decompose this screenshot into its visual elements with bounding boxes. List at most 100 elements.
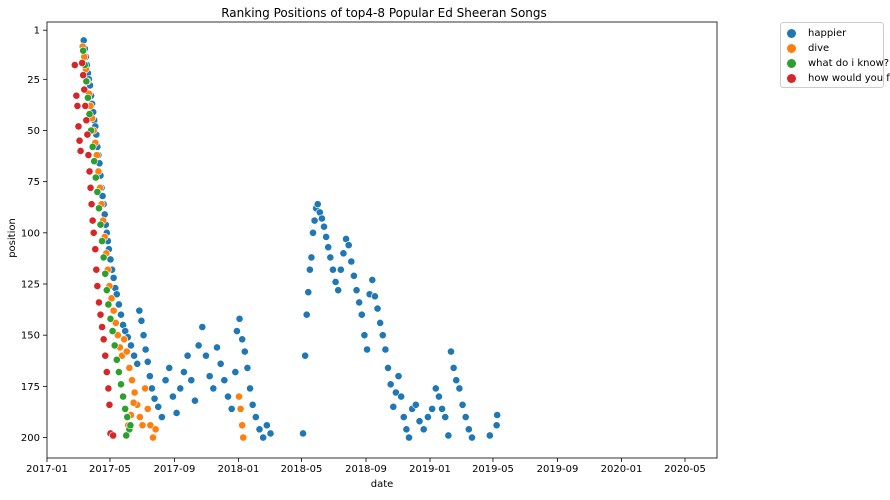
point-happier: [363, 345, 371, 354]
point-what-do-i-know: [79, 46, 88, 55]
point-happier: [441, 413, 450, 421]
point-happier: [240, 347, 249, 356]
y-tick-label: 100: [21, 228, 40, 239]
point-what-do-i-know: [106, 314, 115, 323]
point-happier: [191, 396, 199, 405]
point-dive: [113, 331, 122, 340]
point-happier: [411, 400, 420, 409]
legend-marker-how-would-you-feel: [787, 74, 796, 83]
point-what-do-i-know: [101, 269, 110, 278]
point-how-would-you-feel: [91, 245, 100, 254]
legend-label-how-would-you-feel: how would you feel: [808, 73, 890, 84]
point-happier: [378, 331, 387, 340]
point-dive: [149, 433, 157, 442]
point-happier: [194, 341, 203, 350]
point-happier: [165, 364, 174, 372]
point-happier: [307, 253, 316, 262]
legend-label-happier: happier: [808, 28, 847, 39]
point-happier: [455, 384, 464, 393]
point-dive: [238, 421, 247, 430]
point-happier: [381, 345, 390, 354]
point-happier: [334, 286, 343, 295]
point-happier: [397, 392, 406, 401]
point-happier: [428, 404, 437, 413]
point-how-would-you-feel: [99, 335, 108, 344]
point-what-do-i-know: [99, 253, 108, 262]
point-dive: [239, 433, 248, 442]
point-happier: [224, 392, 232, 401]
point-how-would-you-feel: [81, 102, 90, 110]
point-happier: [438, 404, 446, 413]
point-happier: [386, 380, 395, 389]
point-happier: [112, 290, 121, 299]
data-points: [70, 36, 502, 442]
point-happier: [255, 425, 264, 434]
x-tick-label: 2018-05: [281, 464, 323, 475]
point-dive: [143, 404, 152, 413]
point-happier: [368, 276, 377, 284]
point-happier: [324, 243, 333, 252]
point-happier: [310, 216, 319, 225]
point-what-do-i-know: [95, 204, 103, 213]
point-dive: [135, 413, 144, 421]
point-what-do-i-know: [84, 93, 92, 102]
point-happier: [227, 404, 236, 413]
point-happier: [117, 310, 125, 319]
legend-marker-dive: [787, 44, 796, 53]
x-tick-label: 2018-09: [345, 464, 387, 475]
legend-item-dive: dive: [787, 41, 877, 56]
point-happier: [150, 394, 159, 403]
point-happier: [344, 241, 353, 250]
point-dive: [122, 347, 131, 356]
point-happier: [202, 351, 210, 360]
point-dive: [109, 306, 118, 315]
y-tick-label: 200: [21, 433, 40, 444]
point-happier: [238, 335, 247, 344]
point-happier: [187, 376, 196, 385]
point-happier: [318, 214, 326, 223]
point-how-would-you-feel: [72, 91, 81, 100]
point-what-do-i-know: [98, 237, 106, 245]
point-how-would-you-feel: [95, 298, 103, 307]
y-tick-label: 175: [21, 382, 40, 393]
point-dive: [129, 398, 138, 407]
point-happier: [259, 433, 268, 442]
point-happier: [336, 265, 345, 274]
point-happier: [304, 288, 313, 297]
point-how-would-you-feel: [83, 130, 92, 139]
legend-item-what-do-i-know: what do i know?: [787, 56, 889, 71]
point-happier: [301, 351, 310, 360]
point-happier: [402, 425, 411, 434]
x-tick-label: 2019-01: [409, 464, 451, 475]
point-happier: [313, 200, 322, 209]
point-happier: [461, 413, 470, 421]
point-happier: [326, 253, 335, 262]
point-happier: [183, 351, 192, 360]
point-happier: [169, 392, 177, 401]
point-what-do-i-know: [104, 300, 113, 309]
y-tick-label: 125: [21, 280, 40, 291]
point-what-do-i-know: [85, 110, 94, 119]
point-happier: [139, 331, 148, 340]
point-how-would-you-feel: [89, 228, 98, 237]
point-what-do-i-know: [90, 157, 99, 166]
point-happier: [405, 433, 413, 442]
point-happier: [98, 192, 107, 200]
point-happier: [431, 384, 440, 393]
point-dive: [236, 404, 245, 413]
point-happier: [106, 255, 115, 264]
point-happier: [302, 310, 311, 319]
x-axis-label: date: [371, 479, 394, 490]
point-happier: [145, 372, 154, 381]
point-how-would-you-feel: [87, 200, 96, 209]
point-how-would-you-feel: [98, 323, 106, 331]
point-happier: [347, 257, 356, 266]
plot-area-frame: [46, 21, 718, 459]
point-what-do-i-know: [96, 220, 105, 229]
point-happier: [415, 417, 424, 426]
point-what-do-i-know: [126, 421, 135, 430]
point-happier: [320, 222, 328, 231]
y-tick-label: 50: [27, 126, 40, 137]
